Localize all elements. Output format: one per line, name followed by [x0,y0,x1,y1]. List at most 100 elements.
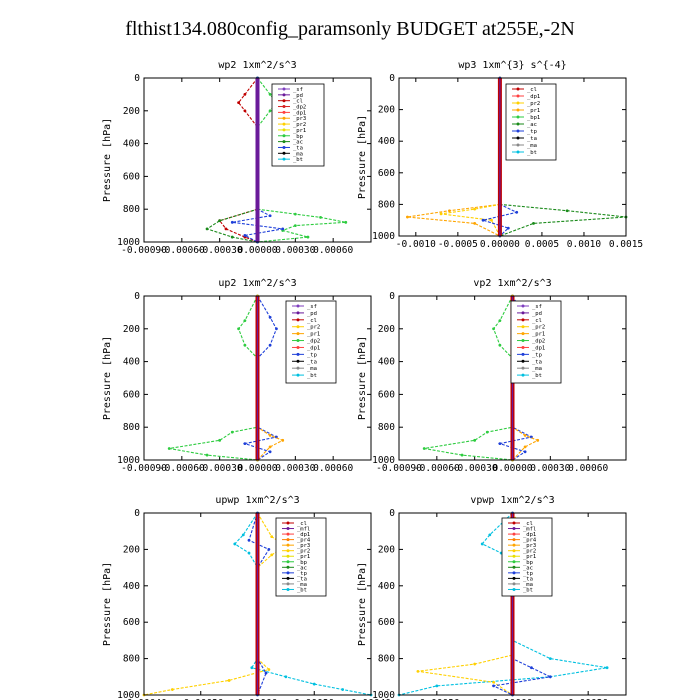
data-point [237,327,240,331]
x-tick-label: 0.00060 [313,245,353,256]
legend-marker [521,352,525,356]
legend-entry: _tp [297,571,307,577]
x-tick-label: 0.00000 [480,239,520,250]
legend-marker [282,105,286,109]
data-point [523,445,527,449]
y-axis-label: Pressure [hPa] [102,562,113,646]
y-tick-label: 800 [123,204,140,215]
legend-entry: _pr4 [523,538,537,544]
data-point [448,209,451,213]
y-tick-label: 800 [123,654,140,665]
data-point [205,227,209,231]
data-point [243,234,247,237]
legend-marker [296,304,300,308]
x-tick-label: 0.00000 [492,698,532,700]
legend-entry: _sf [293,87,303,93]
legend-entry: _mfl [523,527,536,533]
data-point [536,438,540,442]
data-point [490,218,493,222]
data-point [480,542,484,546]
data-point [473,221,477,225]
plot-frame [398,512,627,696]
legend-entry: _ta [293,145,303,151]
data-point [218,219,222,223]
legend-marker [512,527,516,531]
y-tick-label: 0 [389,73,395,84]
series-line-ac [205,78,259,243]
legend-entry: _pd [307,311,317,317]
legend-marker [512,521,516,525]
data-point [523,450,527,454]
data-point [406,215,409,219]
data-point [243,442,247,445]
legend-marker [521,345,525,349]
series-line-pr2 [440,78,501,237]
x-tick-label: 0.00030 [530,463,570,474]
legend-marker [296,352,300,356]
legend-marker [286,565,290,569]
legend-entry: _pr3 [297,543,310,549]
chart-panel-4: vp2 1xm^2/s^3 Pressure [hPa] 0 200 400 600 800… [357,278,627,474]
legend-marker [521,339,525,343]
x-tick-label: 0.00030 [275,463,315,474]
data-point [241,533,245,537]
y-tick-label: 600 [378,389,395,400]
legend-marker [516,122,520,126]
y-tick-label: 600 [378,617,395,628]
panel-title: wp2 1xm^2/s^3 [218,60,296,71]
y-axis-label: Pressure [hPa] [102,118,113,202]
legend: _cl_mfl_dp1_pr4_pr3_pr2_pr1_bp_ac_tp_ta_… [275,517,327,597]
legend-entry: _pr3 [293,116,306,122]
legend-marker [512,565,516,569]
legend-entry: _pr1 [297,554,310,560]
data-point [247,538,251,542]
data-point [344,220,348,224]
legend-entry: _pr1 [307,332,320,338]
legend-entry: _pr2 [293,122,306,128]
y-axis-label: Pressure [hPa] [357,562,368,646]
data-point [267,668,271,671]
legend-box [285,300,337,384]
data-point [233,542,237,546]
data-point [473,207,477,211]
x-tick-label: -0.00060 [414,463,460,474]
data-point [439,212,443,216]
chart-panel-3: up2 1xm^2/s^3 Pressure [hPa] 0 200 400 600 800… [102,278,372,474]
data-point [605,666,609,670]
data-point [268,434,272,437]
data-point [416,669,420,673]
legend-box [510,300,562,384]
legend-entry: _bp1 [527,115,540,121]
plot-frame [398,295,627,461]
data-point [230,235,234,239]
legend-marker [516,129,520,133]
data-point [498,442,502,445]
legend-marker [512,587,516,591]
y-tick-label: 800 [378,654,395,665]
legend-entry: _bp [297,560,307,566]
legend-entry: _tp [307,352,317,358]
data-point [230,430,234,434]
legend-marker [282,157,286,161]
legend-entry: _ta [532,359,542,365]
y-axis-label: Pressure [hPa] [357,336,368,420]
legend-marker [521,359,525,363]
panel-title: vpwp 1xm^2/s^3 [470,495,554,506]
legend-marker [286,532,290,536]
data-point [268,343,272,347]
y-tick-label: 1000 [117,690,140,700]
legend-entry: _bt [293,157,303,163]
legend-marker [282,116,286,120]
chart-panel-6: vpwp 1xm^2/s^3 Pressure [hPa] 0 200 400 600 80… [357,495,627,700]
legend-marker [282,122,286,126]
legend-entry: _bt [297,587,307,593]
legend-entry: _dp1 [523,532,536,538]
legend-marker [286,560,290,564]
data-point [548,675,552,679]
legend-marker [512,543,516,547]
x-tick-label: 0.00030 [275,245,315,256]
legend-entry: _dp2 [307,339,320,345]
data-point [243,93,247,96]
x-tick-label: 0.00000 [237,698,277,700]
